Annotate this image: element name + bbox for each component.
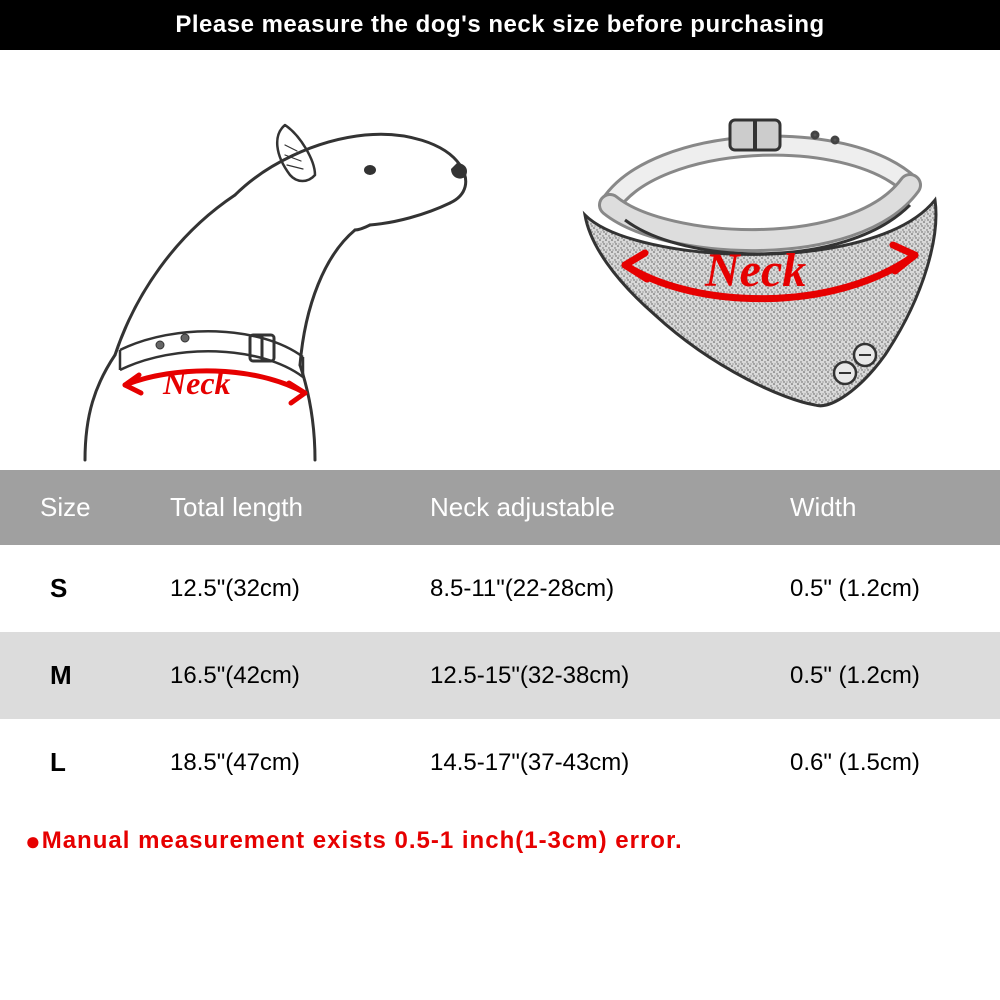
table-header-row: Size Total length Neck adjustable Width: [0, 470, 1000, 545]
dog-sketch-svg: [25, 65, 485, 465]
illustration-row: Neck: [0, 50, 1000, 470]
cell-length: 16.5"(42cm): [140, 632, 400, 719]
measurement-footnote: ●Manual measurement exists 0.5-1 inch(1-…: [0, 806, 1000, 857]
cell-length: 18.5"(47cm): [140, 719, 400, 806]
col-width: Width: [760, 470, 1000, 545]
cell-size: L: [0, 719, 140, 806]
cell-length: 12.5"(32cm): [140, 545, 400, 632]
dog-neck-illustration: Neck: [25, 65, 485, 465]
bandana-collar-illustration: Neck: [515, 65, 975, 465]
size-chart-table: Size Total length Neck adjustable Width …: [0, 470, 1000, 806]
col-neck: Neck adjustable: [400, 470, 760, 545]
cell-width: 0.6" (1.5cm): [760, 719, 1000, 806]
col-size: Size: [0, 470, 140, 545]
cell-width: 0.5" (1.2cm): [760, 632, 1000, 719]
bandana-neck-label: Neck: [705, 243, 806, 298]
cell-neck: 12.5-15"(32-38cm): [400, 632, 760, 719]
cell-size: S: [0, 545, 140, 632]
footnote-text: Manual measurement exists 0.5-1 inch(1-3…: [42, 827, 683, 854]
table-row: L 18.5"(47cm) 14.5-17"(37-43cm) 0.6" (1.…: [0, 719, 1000, 806]
col-length: Total length: [140, 470, 400, 545]
cell-width: 0.5" (1.2cm): [760, 545, 1000, 632]
cell-neck: 14.5-17"(37-43cm): [400, 719, 760, 806]
instruction-banner: Please measure the dog's neck size befor…: [0, 0, 1000, 50]
cell-size: M: [0, 632, 140, 719]
dog-neck-label: Neck: [163, 365, 231, 402]
table-row: M 16.5"(42cm) 12.5-15"(32-38cm) 0.5" (1.…: [0, 632, 1000, 719]
cell-neck: 8.5-11"(22-28cm): [400, 545, 760, 632]
bullet-icon: ●: [25, 826, 42, 856]
table-row: S 12.5"(32cm) 8.5-11"(22-28cm) 0.5" (1.2…: [0, 545, 1000, 632]
